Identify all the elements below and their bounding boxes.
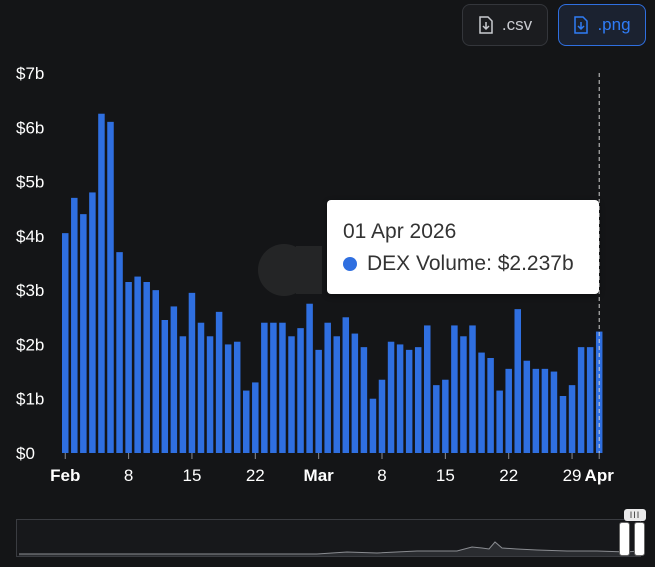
- bar[interactable]: [342, 317, 350, 453]
- x-tick-label: 15: [182, 466, 201, 485]
- csv-label: .csv: [501, 15, 533, 34]
- bar[interactable]: [297, 328, 304, 453]
- bar[interactable]: [595, 331, 603, 453]
- bar[interactable]: [270, 322, 277, 453]
- x-axis: Feb 8 15 22 Mar 8 15 22 29 Apr: [50, 453, 614, 485]
- bar[interactable]: [505, 368, 512, 453]
- bar[interactable]: [243, 390, 250, 453]
- bar[interactable]: [469, 325, 476, 453]
- bar[interactable]: [215, 311, 223, 453]
- watermark-logo: [258, 244, 322, 296]
- x-tick-label: Apr: [585, 466, 615, 485]
- series-dot-icon: [343, 257, 357, 271]
- bar[interactable]: [252, 382, 259, 453]
- bar[interactable]: [460, 336, 467, 453]
- bars-group: [62, 113, 603, 453]
- bar[interactable]: [261, 322, 268, 453]
- png-label: .png: [597, 15, 631, 34]
- bar[interactable]: [360, 347, 368, 453]
- bar[interactable]: [523, 360, 531, 453]
- navigator-grip-icon[interactable]: III: [624, 509, 646, 521]
- bar[interactable]: [89, 192, 96, 453]
- bar[interactable]: [197, 322, 205, 453]
- bar[interactable]: [378, 379, 386, 453]
- y-axis: $0 $1b $2b $3b $4b $5b $6b $7b: [16, 64, 44, 463]
- bar[interactable]: [143, 282, 150, 453]
- x-tick-label: 15: [436, 466, 455, 485]
- bar[interactable]: [315, 349, 322, 453]
- x-tick-label: 29: [563, 466, 582, 485]
- bar[interactable]: [170, 306, 178, 453]
- navigator-sparkline: [19, 541, 639, 556]
- navigator-left-handle[interactable]: [619, 522, 630, 556]
- tooltip-series-label: DEX Volume: $2.237b: [367, 252, 574, 275]
- download-file-icon: [479, 16, 493, 34]
- y-tick-label: $4b: [16, 227, 44, 246]
- bar[interactable]: [478, 352, 485, 453]
- y-tick-label: $6b: [16, 118, 44, 137]
- bar[interactable]: [324, 322, 331, 453]
- bar[interactable]: [306, 303, 313, 453]
- bar[interactable]: [71, 197, 78, 453]
- navigator-right-handle[interactable]: [634, 522, 645, 556]
- bar[interactable]: [98, 113, 105, 453]
- x-tick-label: 8: [124, 466, 133, 485]
- bar[interactable]: [550, 371, 558, 453]
- bar[interactable]: [414, 347, 422, 453]
- x-tick-label: 8: [377, 466, 386, 485]
- csv-download-button[interactable]: .csv: [462, 4, 548, 46]
- bar[interactable]: [369, 398, 377, 453]
- bar[interactable]: [424, 325, 431, 453]
- bar[interactable]: [568, 385, 576, 453]
- bar[interactable]: [333, 336, 341, 453]
- download-file-icon: [574, 16, 589, 34]
- bar[interactable]: [396, 344, 404, 453]
- bar[interactable]: [224, 344, 232, 453]
- x-tick-label: Mar: [304, 466, 335, 485]
- y-tick-label: $0: [16, 444, 35, 463]
- bar[interactable]: [62, 233, 69, 453]
- bar[interactable]: [188, 292, 196, 453]
- bar[interactable]: [179, 336, 187, 453]
- y-tick-label: $3b: [16, 281, 44, 300]
- bar[interactable]: [161, 320, 169, 453]
- bar[interactable]: [559, 396, 567, 453]
- tooltip-date: 01 Apr 2026: [343, 220, 457, 243]
- bar[interactable]: [116, 252, 123, 453]
- bar[interactable]: [496, 390, 503, 453]
- range-navigator[interactable]: [16, 519, 641, 557]
- bar[interactable]: [405, 349, 413, 453]
- bar[interactable]: [586, 347, 594, 453]
- x-tick-label: 22: [246, 466, 265, 485]
- bar[interactable]: [134, 276, 141, 453]
- bar[interactable]: [514, 309, 522, 453]
- y-tick-label: $1b: [16, 390, 44, 409]
- tooltip: 01 Apr 2026 DEX Volume: $2.237b: [327, 200, 599, 294]
- bar[interactable]: [233, 341, 241, 453]
- bar[interactable]: [451, 325, 458, 453]
- bar[interactable]: [152, 290, 160, 453]
- bar[interactable]: [541, 368, 549, 453]
- bar[interactable]: [288, 336, 295, 453]
- x-tick-label: 22: [499, 466, 518, 485]
- y-tick-label: $2b: [16, 335, 44, 354]
- bar[interactable]: [125, 282, 132, 453]
- bar[interactable]: [442, 379, 449, 453]
- bar[interactable]: [206, 336, 214, 453]
- bar[interactable]: [532, 368, 540, 453]
- tooltip-row: DEX Volume: $2.237b: [343, 252, 583, 276]
- png-download-button[interactable]: .png: [558, 4, 646, 46]
- y-tick-label: $7b: [16, 64, 44, 83]
- x-tick-label: Feb: [50, 466, 80, 485]
- bar-chart[interactable]: $0 $1b $2b $3b $4b $5b $6b $7b Feb 8 15 22 Mar 8 15 22…: [0, 0, 655, 510]
- bar[interactable]: [487, 358, 494, 453]
- bar[interactable]: [433, 385, 440, 453]
- bar[interactable]: [80, 214, 87, 453]
- bar[interactable]: [107, 121, 114, 453]
- bar[interactable]: [387, 341, 395, 453]
- bar[interactable]: [279, 322, 286, 453]
- bar[interactable]: [577, 347, 585, 453]
- bar[interactable]: [351, 333, 359, 453]
- y-tick-label: $5b: [16, 173, 44, 192]
